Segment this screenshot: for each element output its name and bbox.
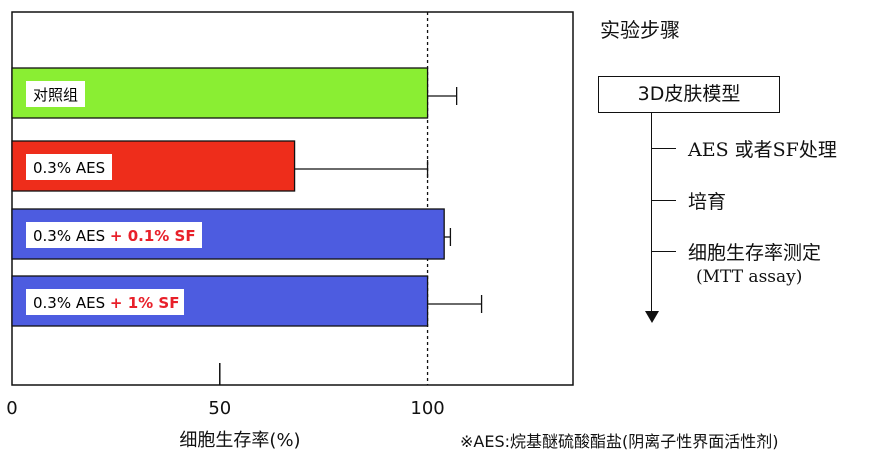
step-measurement-sub: (MTT assay) [696,267,803,287]
plot-frame [11,11,574,386]
bar-label-bg [26,81,85,107]
bar-label-bg [26,222,202,248]
bar-label-part: 0.3% AES [33,294,110,312]
bar-label-part: 0.3% AES [33,227,110,245]
flow-line [651,113,652,313]
bar-label-bg [26,289,184,315]
x-tick-label: 0 [6,398,17,419]
x-tick-label: 100 [410,398,444,419]
step-incubation: 培育 [688,191,727,213]
arrow-down-icon [645,311,659,323]
bar-label: 0.3% AES [33,159,105,177]
bar-label-part: + 1% SF [110,294,180,312]
step-treatment: AES 或者SF处理 [688,139,837,161]
bar-label-bg [26,154,112,180]
bar-label-part: 0.3% AES [33,159,105,177]
step-measurement: 细胞生存率测定 [688,242,822,264]
start-box: 3D皮肤模型 [598,76,780,113]
x-tick-label: 50 [208,398,231,419]
footnote: ※AES:烷基醚硫酸酯盐(阴离子性界面活性剂) [460,432,779,451]
flow-tick-3 [652,251,676,252]
flow-tick-2 [652,200,676,201]
bar-label-part: + 0.1% SF [110,227,196,245]
flow-tick-1 [652,148,676,149]
bar-label: 0.3% AES + 1% SF [33,294,179,312]
bar-label: 对照组 [33,86,78,104]
x-axis-label: 细胞生存率(%) [179,430,300,451]
bar-label: 0.3% AES + 0.1% SF [33,227,196,245]
procedure-title: 实验步骤 [600,18,680,42]
bar-label-part: 对照组 [33,86,78,104]
